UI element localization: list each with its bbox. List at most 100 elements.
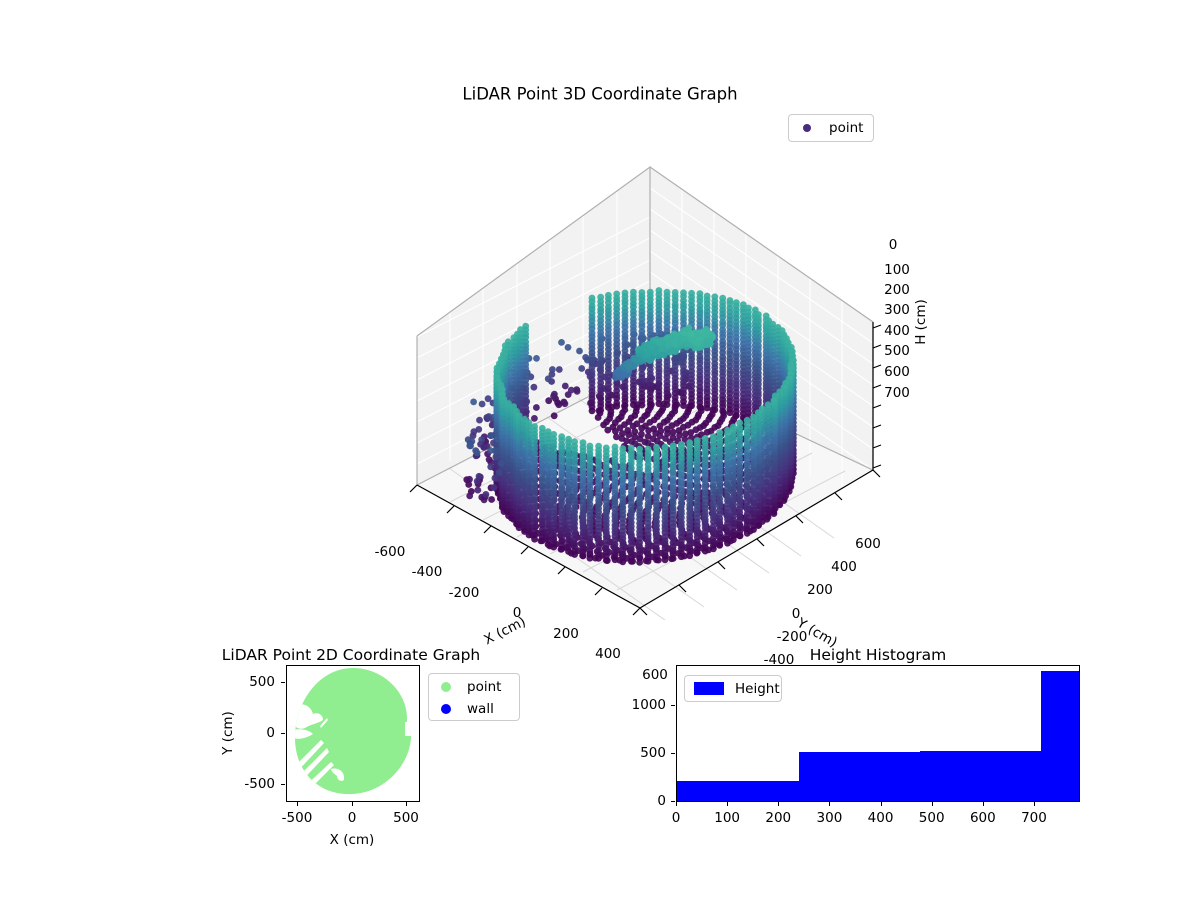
cloud-point xyxy=(544,375,552,383)
cloud-point xyxy=(719,313,727,321)
cloud-point xyxy=(466,492,474,500)
xhist-tick-0: 0 xyxy=(671,810,681,826)
cloud-point xyxy=(682,430,689,438)
cloud-point xyxy=(678,553,685,561)
cloud-point xyxy=(670,347,678,355)
chart2d-title: LiDAR Point 2D Coordinate Graph xyxy=(221,646,481,664)
cloud-point xyxy=(619,445,627,453)
cloud-point xyxy=(638,416,646,424)
cloud-point xyxy=(624,362,632,370)
cloud-point xyxy=(743,455,751,463)
cloud-point xyxy=(661,482,669,490)
xhist-tick-5: 500 xyxy=(918,810,945,826)
chart3d-title: LiDAR Point 3D Coordinate Graph xyxy=(462,84,738,104)
cloud-point xyxy=(487,447,494,454)
xhist-tickmark xyxy=(676,802,677,806)
cloud-point xyxy=(636,559,643,566)
cloud-point xyxy=(645,427,652,434)
cloud-point xyxy=(613,433,620,441)
cloud-point xyxy=(586,554,594,562)
lidar-2d-axes[interactable] xyxy=(286,665,420,802)
cloud-point xyxy=(466,442,474,450)
cloud-point xyxy=(655,395,663,403)
yaxis-ticks xyxy=(639,469,881,616)
lidar-3d-axes[interactable] xyxy=(300,140,920,620)
x3d-tick-3: 0 xyxy=(512,605,522,621)
yhist-tick-0: 0 xyxy=(657,793,666,809)
cloud-point xyxy=(613,394,621,402)
cloud-point xyxy=(703,404,711,412)
legend-2d[interactable]: point wall xyxy=(428,673,520,721)
legend-3d-label-point: point xyxy=(829,120,864,136)
cloud-point xyxy=(533,404,540,411)
lidar-2d-plot xyxy=(295,668,411,795)
xhist-tickmark xyxy=(982,802,984,806)
legend-2d-label-point: point xyxy=(467,679,502,695)
cloud-point xyxy=(631,428,639,436)
x3d-tick-6: 600 xyxy=(642,667,668,683)
cloud-point xyxy=(616,424,624,432)
cloud-point xyxy=(549,366,556,373)
cloud-point xyxy=(644,351,652,359)
cloud-point xyxy=(686,552,694,560)
cloud-point xyxy=(745,393,752,401)
cloud-point xyxy=(701,547,709,555)
cloud-point xyxy=(625,431,633,439)
cloud-point xyxy=(630,330,637,338)
legend-2d-row-point[interactable]: point xyxy=(429,676,519,698)
x2d-axis-label: X (cm) xyxy=(329,832,375,848)
x3d-tick-5: 400 xyxy=(595,646,621,662)
point-marker-icon xyxy=(803,124,811,132)
legend-histogram-label: Height xyxy=(735,680,780,697)
y2d-tickmark-0 xyxy=(281,733,285,734)
cloud-point xyxy=(661,556,669,564)
cloud-point xyxy=(579,532,587,540)
legend-histogram[interactable]: Height xyxy=(684,675,782,702)
cloud-point xyxy=(488,496,495,503)
x3d-tick-4: 200 xyxy=(553,626,579,642)
x2d-tick-2: 500 xyxy=(393,810,419,826)
cloud-point xyxy=(470,398,477,406)
cloud-point xyxy=(522,333,530,341)
cloud-point xyxy=(668,555,675,563)
cloud-point xyxy=(729,488,737,496)
histogram-bar xyxy=(798,752,920,801)
xhist-tickmark xyxy=(931,802,933,806)
cloud-point xyxy=(573,387,581,395)
z3d-tick-2: 200 xyxy=(884,282,910,298)
cloud-point xyxy=(724,539,731,547)
cloud-point xyxy=(693,479,701,486)
y2d-axis-label: Y (cm) xyxy=(220,711,236,755)
xhist-tickmark xyxy=(727,802,729,806)
cloud-point xyxy=(656,432,664,440)
xhist-tickmark xyxy=(880,802,882,806)
cloud-point xyxy=(497,460,505,467)
cloud-point xyxy=(629,557,636,565)
z3d-tick-3: 300 xyxy=(884,302,910,318)
cloud-point xyxy=(470,428,478,436)
cloud-point xyxy=(692,426,700,434)
cloud-point xyxy=(466,475,473,483)
yhist-tickmark-500 xyxy=(671,753,675,754)
xhist-tickmark xyxy=(778,802,780,806)
shadow-ray-4 xyxy=(320,718,328,728)
cloud-point xyxy=(465,481,473,488)
y3d-tick-6: 600 xyxy=(855,536,881,552)
cloud-point xyxy=(657,351,665,358)
legend-3d-row-point[interactable]: point xyxy=(789,115,873,141)
cloud-point xyxy=(491,474,499,482)
legend-2d-row-wall[interactable]: wall xyxy=(429,698,519,720)
histogram-bar xyxy=(677,780,799,801)
cloud-point xyxy=(588,371,596,379)
legend-3d[interactable]: point xyxy=(788,114,874,142)
cloud-point xyxy=(755,399,762,407)
z3d-tick-6: 600 xyxy=(884,364,910,380)
cloud-point xyxy=(743,443,751,451)
y3d-tick-4: 200 xyxy=(807,582,833,598)
cloud-point xyxy=(550,392,557,400)
cloud-point xyxy=(594,414,602,421)
cloud-point xyxy=(537,537,545,545)
cloud-point xyxy=(710,518,717,525)
xhist-tick-6: 600 xyxy=(969,810,996,826)
cloud-point xyxy=(561,400,569,408)
